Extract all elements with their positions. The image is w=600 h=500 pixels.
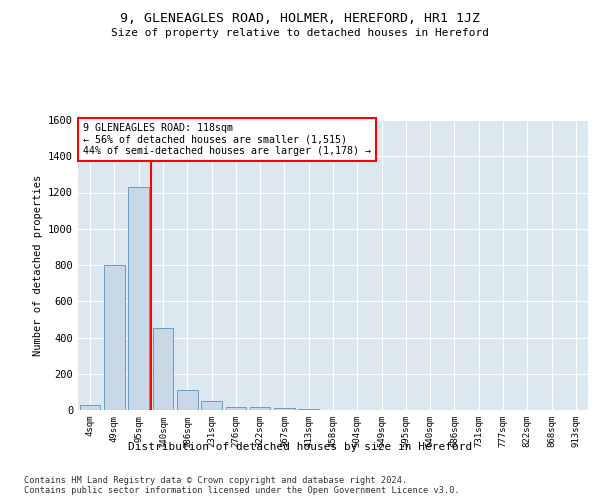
Bar [250,408,271,410]
Bar [128,187,149,410]
Bar [152,328,173,410]
Bar [298,409,319,410]
Text: 9 GLENEAGLES ROAD: 118sqm
← 56% of detached houses are smaller (1,515)
44% of se: 9 GLENEAGLES ROAD: 118sqm ← 56% of detac… [83,123,371,156]
Text: Contains HM Land Registry data © Crown copyright and database right 2024.
Contai: Contains HM Land Registry data © Crown c… [24,476,460,495]
Y-axis label: Number of detached properties: Number of detached properties [32,174,43,356]
Bar [201,401,222,410]
Text: Distribution of detached houses by size in Hereford: Distribution of detached houses by size … [128,442,472,452]
Bar [80,404,100,410]
Bar [226,408,246,410]
Bar [274,408,295,410]
Text: 9, GLENEAGLES ROAD, HOLMER, HEREFORD, HR1 1JZ: 9, GLENEAGLES ROAD, HOLMER, HEREFORD, HR… [120,12,480,26]
Bar [177,390,197,410]
Bar [104,265,125,410]
Text: Size of property relative to detached houses in Hereford: Size of property relative to detached ho… [111,28,489,38]
